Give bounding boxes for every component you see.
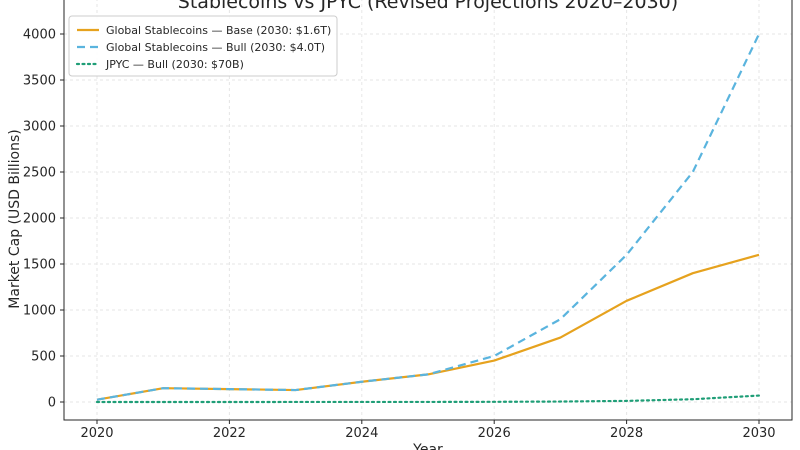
y-tick-label: 2500 <box>23 166 56 181</box>
y-tick-label: 4000 <box>23 28 56 43</box>
x-tick-label: 2030 <box>742 426 775 441</box>
y-tick-label: 0 <box>48 396 56 411</box>
legend-label-jpyc: JPYC — Bull (2030: $70B) <box>105 58 244 71</box>
x-tick-label: 2022 <box>213 426 246 441</box>
y-tick-label: 3000 <box>23 120 56 135</box>
legend-label-bull: Global Stablecoins — Bull (2030: $4.0T) <box>106 41 325 54</box>
y-tick-label: 1000 <box>23 304 56 319</box>
legend-box <box>68 15 338 77</box>
plot-frame <box>63 0 793 421</box>
x-tick-label: 2028 <box>610 426 643 441</box>
y-tick-label: 3500 <box>23 74 56 89</box>
series-line-base <box>96 253 760 401</box>
y-tick-label: 500 <box>31 350 56 365</box>
series-lines <box>95 33 761 404</box>
y-tick-label: 2000 <box>23 212 56 227</box>
legend: Global Stablecoins — Base (2030: $1.6T) … <box>68 15 338 77</box>
x-axis-title: Year <box>412 442 443 450</box>
axis-ticks: 2020 2022 2024 2026 2028 2030 0 500 1000 1500 2000… <box>23 28 776 442</box>
x-tick-label: 2026 <box>478 426 511 441</box>
y-tick-label: 1500 <box>23 258 56 273</box>
series-line-jpyc <box>95 394 761 404</box>
legend-label-base: Global Stablecoins — Base (2030: $1.6T) <box>106 24 331 37</box>
x-tick-label: 2024 <box>345 426 378 441</box>
x-tick-label: 2020 <box>80 426 113 441</box>
chart-title: Stablecoins vs JPYC (Revised Projections… <box>178 0 678 13</box>
y-axis-title: Market Cap (USD Billions) <box>7 129 23 308</box>
series-line-bull <box>96 33 760 401</box>
